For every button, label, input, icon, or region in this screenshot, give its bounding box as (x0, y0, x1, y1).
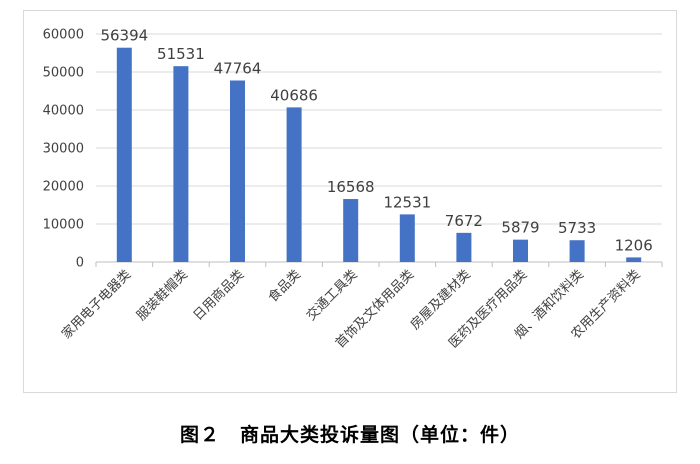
bar-chart: 0 10000 20000 30000 40000 50000 60000 56394 515… (43, 27, 663, 352)
bars (116, 47, 642, 263)
bar (343, 199, 359, 262)
y-tick-label: 40000 (43, 104, 84, 119)
bar (513, 239, 528, 262)
bar (626, 257, 642, 262)
category-label: 食品类 (265, 267, 304, 306)
bar (173, 66, 189, 263)
y-tick-label: 60000 (43, 28, 84, 43)
data-label: 47764 (214, 59, 262, 77)
bar (230, 80, 245, 263)
data-label: 5879 (501, 219, 539, 237)
bar (569, 240, 585, 262)
bar (399, 214, 415, 262)
data-label: 40686 (270, 86, 318, 104)
category-label: 日用商品类 (191, 267, 248, 324)
y-tick-label: 10000 (43, 218, 84, 233)
data-label: 51531 (157, 45, 205, 63)
data-labels: 56394 51531 47764 40686 16568 12531 7672 5879 57… (100, 27, 652, 255)
data-label: 5733 (558, 219, 596, 237)
y-tick-label: 0 (76, 256, 84, 271)
data-label: 12531 (383, 193, 431, 211)
y-tick-label: 30000 (43, 142, 84, 157)
data-label: 7672 (445, 212, 483, 230)
y-tick-label: 20000 (43, 180, 84, 195)
category-label: 家用电子电器类 (58, 267, 134, 343)
bar (116, 47, 132, 262)
category-label: 服装鞋帽类 (133, 267, 190, 324)
data-label: 56394 (100, 27, 148, 45)
data-label: 16568 (327, 178, 375, 196)
y-axis-ticks: 0 10000 20000 30000 40000 50000 60000 (43, 28, 84, 271)
data-label: 1206 (615, 236, 653, 254)
x-axis-categories: 家用电子电器类 服装鞋帽类 日用商品类 食品类 交通工具类首饰及文体用品类房屋及建材类医… (58, 267, 643, 352)
category-label: 交通工具类 (303, 267, 360, 324)
bar (286, 107, 302, 263)
figure-caption: 图２ 商品大类投诉量图（单位：件） (179, 424, 520, 446)
gridlines (95, 33, 663, 267)
bar (456, 232, 472, 262)
y-tick-label: 50000 (43, 66, 84, 81)
